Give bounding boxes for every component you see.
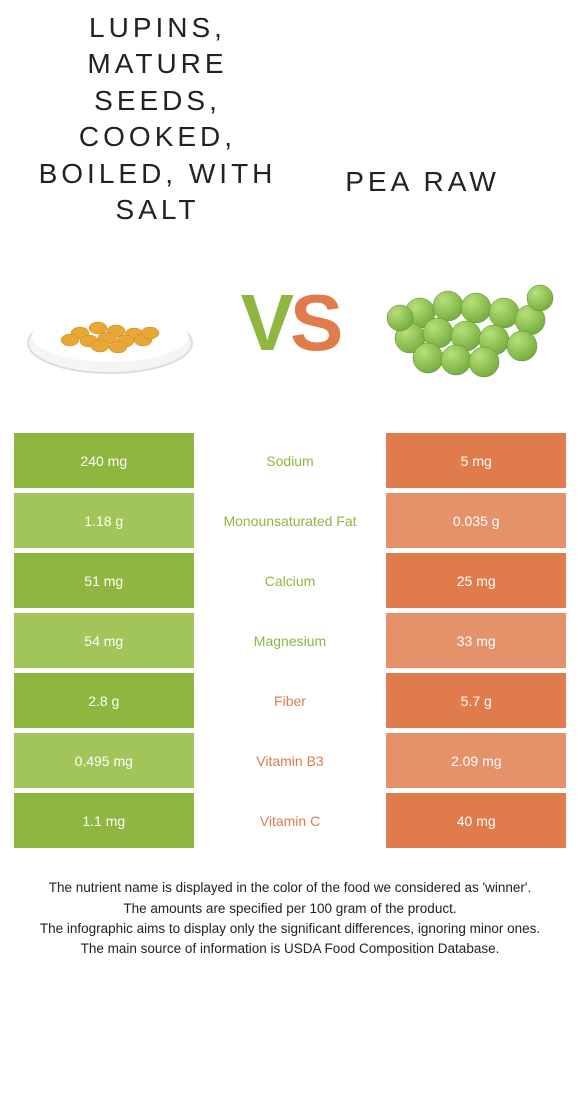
food-right-title: Pea raw <box>295 10 550 200</box>
nutrient-left-value: 51 mg <box>14 553 194 608</box>
nutrient-right-value: 5 mg <box>386 433 566 488</box>
nutrient-name: Vitamin C <box>198 793 383 848</box>
nutrient-right-value: 33 mg <box>386 613 566 668</box>
peas-image <box>380 258 560 388</box>
food-right-title-text: Pea raw <box>345 164 500 200</box>
nutrient-row: 2.8 gFiber5.7 g <box>14 673 566 728</box>
footer-line: The nutrient name is displayed in the co… <box>20 878 560 898</box>
nutrient-right-value: 0.035 g <box>386 493 566 548</box>
nutrient-left-value: 54 mg <box>14 613 194 668</box>
nutrient-right-value: 40 mg <box>386 793 566 848</box>
nutrient-right-value: 2.09 mg <box>386 733 566 788</box>
nutrient-left-value: 1.1 mg <box>14 793 194 848</box>
nutrient-left-value: 0.495 mg <box>14 733 194 788</box>
nutrient-name: Calcium <box>198 553 383 608</box>
footer-line: The infographic aims to display only the… <box>20 919 560 939</box>
nutrient-name: Magnesium <box>198 613 383 668</box>
food-left-title: Lupins, mature seeds, cooked, boiled, wi… <box>30 10 285 228</box>
nutrient-right-value: 5.7 g <box>386 673 566 728</box>
nutrient-left-value: 240 mg <box>14 433 194 488</box>
nutrient-name: Monounsaturated Fat <box>198 493 383 548</box>
nutrient-row: 1.18 gMonounsaturated Fat0.035 g <box>14 493 566 548</box>
nutrient-row: 1.1 mgVitamin C40 mg <box>14 793 566 848</box>
nutrient-left-value: 1.18 g <box>14 493 194 548</box>
header-row: Lupins, mature seeds, cooked, boiled, wi… <box>10 10 570 228</box>
nutrient-row: 54 mgMagnesium33 mg <box>14 613 566 668</box>
nutrient-name: Vitamin B3 <box>198 733 383 788</box>
nutrient-row: 0.495 mgVitamin B32.09 mg <box>14 733 566 788</box>
nutrient-row: 51 mgCalcium25 mg <box>14 553 566 608</box>
nutrient-name: Sodium <box>198 433 383 488</box>
footer-line: The amounts are specified per 100 gram o… <box>20 899 560 919</box>
footer-line: The main source of information is USDA F… <box>20 939 560 959</box>
lupins-image <box>20 258 200 388</box>
nutrient-row: 240 mgSodium5 mg <box>14 433 566 488</box>
footer-notes: The nutrient name is displayed in the co… <box>10 853 570 969</box>
images-row: VS <box>10 228 570 428</box>
nutrient-left-value: 2.8 g <box>14 673 194 728</box>
nutrient-right-value: 25 mg <box>386 553 566 608</box>
nutrient-table: 240 mgSodium5 mg1.18 gMonounsaturated Fa… <box>10 428 570 853</box>
vs-s: S <box>290 278 339 367</box>
vs-v: V <box>241 278 290 367</box>
vs-label: VS <box>241 283 340 363</box>
nutrient-name: Fiber <box>198 673 383 728</box>
